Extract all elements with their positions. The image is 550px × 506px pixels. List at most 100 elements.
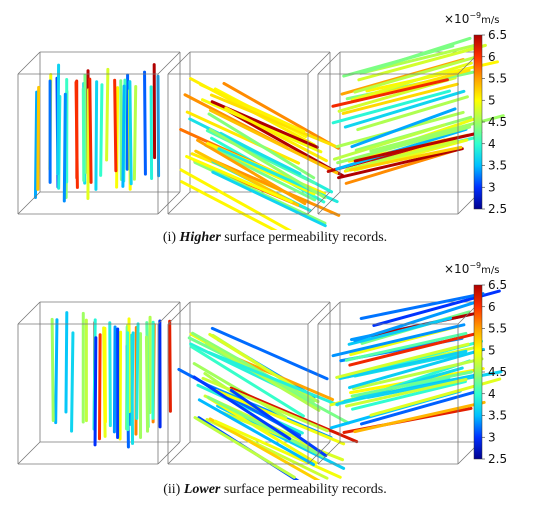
- fracture-line: [113, 78, 118, 173]
- caption-lower: (ii) Lower surface permeability records.: [0, 482, 550, 498]
- fracture-line: [348, 331, 483, 367]
- fracture-line: [352, 357, 484, 391]
- fracture-line: [189, 344, 305, 418]
- cube-edge: [307, 51, 331, 75]
- fracture-line: [350, 61, 473, 102]
- fracture-line: [229, 386, 359, 444]
- fracture-line: [208, 417, 321, 480]
- colorbar-tick-label: 2.5: [488, 452, 507, 466]
- fracture-line: [344, 331, 468, 362]
- fracture-line: [130, 333, 135, 445]
- fracture-line: [179, 168, 292, 230]
- fracture-line: [331, 89, 452, 125]
- fracture-line: [118, 330, 123, 441]
- colorbar-title: ×10−9m/s: [444, 11, 499, 26]
- fracture-line: [201, 376, 329, 433]
- fracture-line: [341, 82, 459, 115]
- fracture-line: [336, 125, 472, 165]
- fracture-line: [112, 325, 117, 434]
- fracture-line: [344, 378, 468, 408]
- fracture-line: [351, 380, 467, 411]
- fracture-line: [211, 170, 327, 228]
- cube: [167, 51, 345, 230]
- colorbar-tick-label: 5.5: [488, 72, 507, 86]
- fracture-line: [206, 395, 325, 458]
- fracture-line: [229, 388, 328, 458]
- fracture-line: [359, 36, 472, 75]
- fracture-set: [50, 311, 172, 449]
- fracture-line: [36, 85, 41, 191]
- colorbar-tick-label: 3: [488, 180, 496, 194]
- fracture-line: [222, 81, 340, 150]
- colorbar-scale: [473, 34, 483, 210]
- fracture-set: [33, 63, 161, 203]
- fracture-line: [50, 317, 55, 422]
- cube: [17, 301, 181, 465]
- cube-edge: [17, 191, 41, 215]
- colorbar-tick-label: 4.5: [488, 365, 507, 379]
- cube-edge: [167, 441, 191, 465]
- caption-emphasis: Lower: [183, 482, 221, 497]
- cube-edge: [157, 51, 181, 75]
- fracture-line: [350, 370, 473, 398]
- colorbar-tick-label: 6.5: [488, 28, 507, 42]
- fracture-line: [348, 347, 485, 390]
- fracture-line: [168, 319, 172, 413]
- fracture-line: [353, 130, 483, 163]
- colorbar-tick-label: 3.5: [488, 159, 507, 173]
- fracture-line: [209, 93, 337, 148]
- colorbar-tick-label: 4: [488, 387, 496, 401]
- fracture-line: [347, 316, 453, 346]
- cube-edge: [157, 191, 181, 215]
- fracture-line: [331, 323, 466, 358]
- fracture-line: [196, 138, 307, 206]
- colorbar-tick-label: 4.5: [488, 115, 507, 129]
- fracture-line: [190, 331, 315, 404]
- cube-edge: [167, 191, 191, 215]
- fracture-line: [86, 88, 91, 200]
- cube-edge: [157, 301, 181, 325]
- fracture-line: [70, 331, 75, 433]
- colorbar-tick-label: 5: [488, 93, 496, 107]
- colorbar: ×10−9m/s 6.5 6 5.5 5 4.5 4 3.5 3 2.5: [444, 11, 507, 216]
- fracture-line: [332, 123, 446, 161]
- fracture-line: [93, 336, 98, 447]
- cube-edge: [307, 301, 331, 325]
- fracture-set: [179, 77, 345, 230]
- fracture-line: [143, 70, 147, 176]
- colorbar-tick-label: 6.5: [488, 278, 507, 292]
- colorbar-tick-label: 3: [488, 430, 496, 444]
- fracture-line: [192, 375, 292, 441]
- fracture-line: [362, 42, 481, 75]
- panel-higher: ×10−9m/s 6.5 6 5.5 5 4.5 4 3.5 3 2.5 (i) Higher s…: [17, 11, 507, 245]
- fracture-line: [356, 95, 469, 132]
- fracture-line: [208, 128, 327, 200]
- cube: [167, 301, 359, 480]
- fracture-line: [197, 398, 316, 467]
- fracture-line: [128, 80, 133, 186]
- fracture-line: [185, 110, 301, 165]
- fracture-line: [62, 92, 67, 203]
- fracture-line: [359, 292, 485, 320]
- fracture-line: [207, 112, 316, 180]
- fracture-line: [338, 349, 468, 381]
- cube-edge: [317, 51, 341, 75]
- fracture-line: [33, 90, 39, 199]
- colorbar-tick-label: 5.5: [488, 322, 507, 336]
- colorbar-scale: [473, 284, 483, 460]
- colorbar: ×10−9m/s 6.5 6 5.5 5 4.5 4 3.5 3 2.5: [444, 261, 507, 466]
- fracture-line: [185, 154, 293, 204]
- fracture-line: [208, 108, 339, 175]
- fracture-line: [81, 87, 86, 182]
- fracture-line: [132, 84, 138, 181]
- fracture-line: [204, 341, 321, 412]
- fracture-line: [88, 77, 93, 184]
- cube-edge: [167, 301, 191, 325]
- caption-prefix: (i): [162, 230, 177, 245]
- cube-edge: [307, 191, 331, 215]
- fracture-line: [99, 83, 104, 177]
- cube: [17, 51, 181, 215]
- fracture-line: [74, 80, 79, 189]
- fracture-line: [135, 322, 140, 420]
- colorbar-tick-label: 3.5: [488, 409, 507, 423]
